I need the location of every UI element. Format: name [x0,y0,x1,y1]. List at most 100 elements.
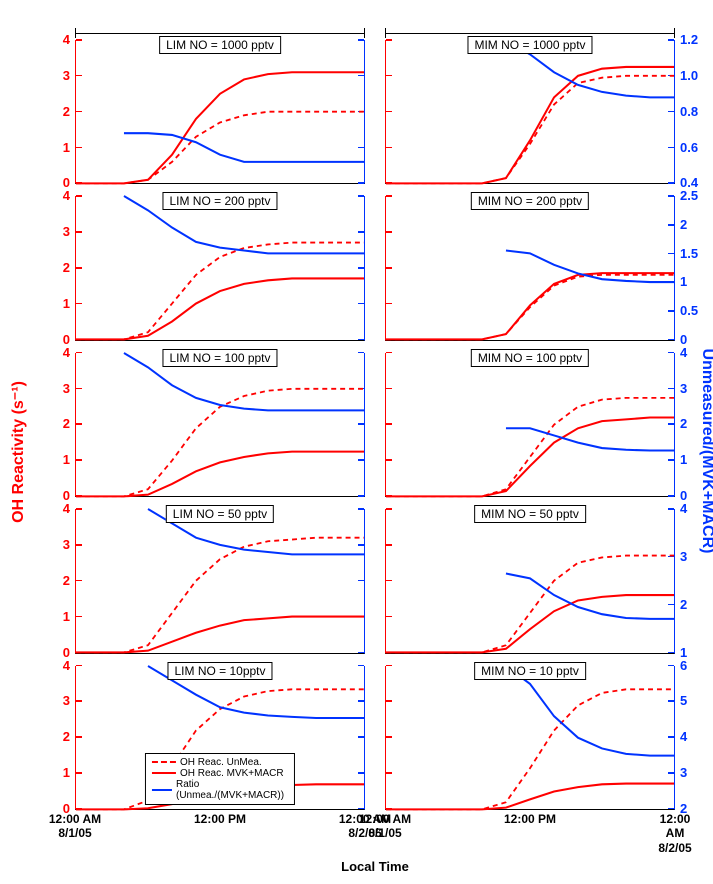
ytick-right: 0 [680,333,713,346]
legend-row: Ratio (Unmea./(MVK+MACR)) [152,779,288,801]
ytick-left: 3 [40,538,70,551]
ytick-left: 1 [40,766,70,779]
yaxis-left: 01234 [40,353,74,496]
panel-mim-no-1000-pptv: MIM NO = 1000 pptv0.40.60.81.01.2 [385,40,675,184]
series-unmea [386,76,674,184]
yaxis-left: 01234 [40,196,74,339]
plot-svg [76,353,364,496]
legend-swatch [152,761,176,763]
yaxis-right: 0.40.60.81.01.2 [676,40,713,183]
panel-title: MIM NO = 200 pptv [471,192,589,210]
ytick-left: 1 [40,610,70,623]
series-mvkmacr [76,451,364,496]
plot-svg [76,40,364,183]
ytick-right: 3 [680,766,713,779]
yaxis-right: 00.511.522.5 [676,196,713,339]
ytick-left: 3 [40,225,70,238]
legend-label: OH Reac. UnMea. [180,757,262,768]
series-mvkmacr [386,274,674,340]
panel-lim-no-10pptv: LIM NO = 10pptv01234OH Reac. UnMea.OH Re… [75,666,365,810]
ytick-right: 1.0 [680,69,713,82]
xtick: 12:00 AM8/1/05 [49,812,101,841]
series-mvkmacr [76,617,364,653]
ytick-right: 1 [680,646,713,659]
panel-mim-no-200-pptv: MIM NO = 200 pptv00.511.522.5 [385,196,675,340]
ytick-left: 3 [40,69,70,82]
series-ratio [506,428,674,450]
panel-lim-no-1000-pptv: LIM NO = 1000 pptv01234 [75,40,365,184]
ytick-right: 6 [680,659,713,672]
ytick-right: 0.6 [680,141,713,154]
panel-grid: LIM NO = 1000 pptv01234MIM NO = 1000 ppt… [75,40,675,810]
plot-svg [386,40,674,183]
ytick-left: 2 [40,730,70,743]
ytick-left: 1 [40,297,70,310]
panel-lim-no-100-pptv: LIM NO = 100 pptv01234 [75,353,365,497]
panel-title: MIM NO = 100 pptv [471,349,589,367]
panel-title: MIM NO = 10 pptv [474,662,586,680]
ytick-right: 2 [680,417,713,430]
yaxis-left: 01234 [40,509,74,652]
legend-row: OH Reac. UnMea. [152,757,288,768]
series-mvkmacr [76,279,364,340]
ytick-left: 4 [40,33,70,46]
ytick-right: 0.5 [680,304,713,317]
plot-svg [386,353,674,496]
plot-svg [386,666,674,809]
panel-mim-no-100-pptv: MIM NO = 100 pptv01234 [385,353,675,497]
panel-title: MIM NO = 50 pptv [474,505,586,523]
xtick: 12:00 AM8/1/05 [359,812,411,841]
legend-label: OH Reac. MVK+MACR [180,768,284,779]
ytick-left: 4 [40,189,70,202]
series-mvkmacr [386,67,674,183]
panel-mim-no-50-pptv: MIM NO = 50 pptv1234 [385,509,675,653]
yaxis-right: 23456 [676,666,713,809]
panel-title: LIM NO = 50 pptv [166,505,274,523]
ylabel-left: OH Reactivity (s⁻¹) [8,381,28,523]
ytick-left: 2 [40,105,70,118]
ytick-left: 4 [40,659,70,672]
ytick-right: 2 [680,218,713,231]
ytick-right: 0.8 [680,105,713,118]
plot-svg [76,196,364,339]
xtick: 12:00 PM [194,812,246,826]
ytick-right: 1.2 [680,33,713,46]
panel-title: LIM NO = 1000 pptv [159,36,281,54]
legend-swatch [152,772,176,774]
ytick-right: 4 [680,346,713,359]
ytick-left: 1 [40,141,70,154]
yaxis-right: 01234 [676,353,713,496]
series-mvkmacr [386,595,674,652]
ytick-left: 2 [40,574,70,587]
xtick: 12:00 PM [504,812,556,826]
xtick: 12:00 AM8/2/05 [658,812,691,855]
series-unmea [386,556,674,653]
ytick-left: 4 [40,502,70,515]
ytick-left: 4 [40,346,70,359]
panel-title: MIM NO = 1000 pptv [467,36,592,54]
panel-title: LIM NO = 100 pptv [162,349,277,367]
panel-lim-no-200-pptv: LIM NO = 200 pptv01234 [75,196,365,340]
ytick-right: 1 [680,275,713,288]
ytick-left: 0 [40,333,70,346]
series-unmea [76,112,364,184]
ytick-right: 3 [680,382,713,395]
plot-svg [386,509,674,652]
ytick-left: 2 [40,261,70,274]
ytick-left: 3 [40,382,70,395]
ytick-right: 2 [680,598,713,611]
panel-title: LIM NO = 10pptv [167,662,272,680]
legend-row: OH Reac. MVK+MACR [152,768,288,779]
ytick-right: 1.5 [680,247,713,260]
ytick-right: 1 [680,453,713,466]
series-mvkmacr [386,783,674,809]
ytick-left: 2 [40,417,70,430]
series-unmea [386,689,674,809]
figure: OH Reactivity (s⁻¹) Unmeasured/(MVK+MACR… [10,10,703,874]
legend: OH Reac. UnMea.OH Reac. MVK+MACRRatio (U… [145,753,295,805]
series-ratio [506,251,674,283]
series-unmea [386,275,674,340]
panel-lim-no-50-pptv: LIM NO = 50 pptv01234 [75,509,365,653]
series-unmea [386,398,674,497]
yaxis-left: 01234 [40,666,74,809]
